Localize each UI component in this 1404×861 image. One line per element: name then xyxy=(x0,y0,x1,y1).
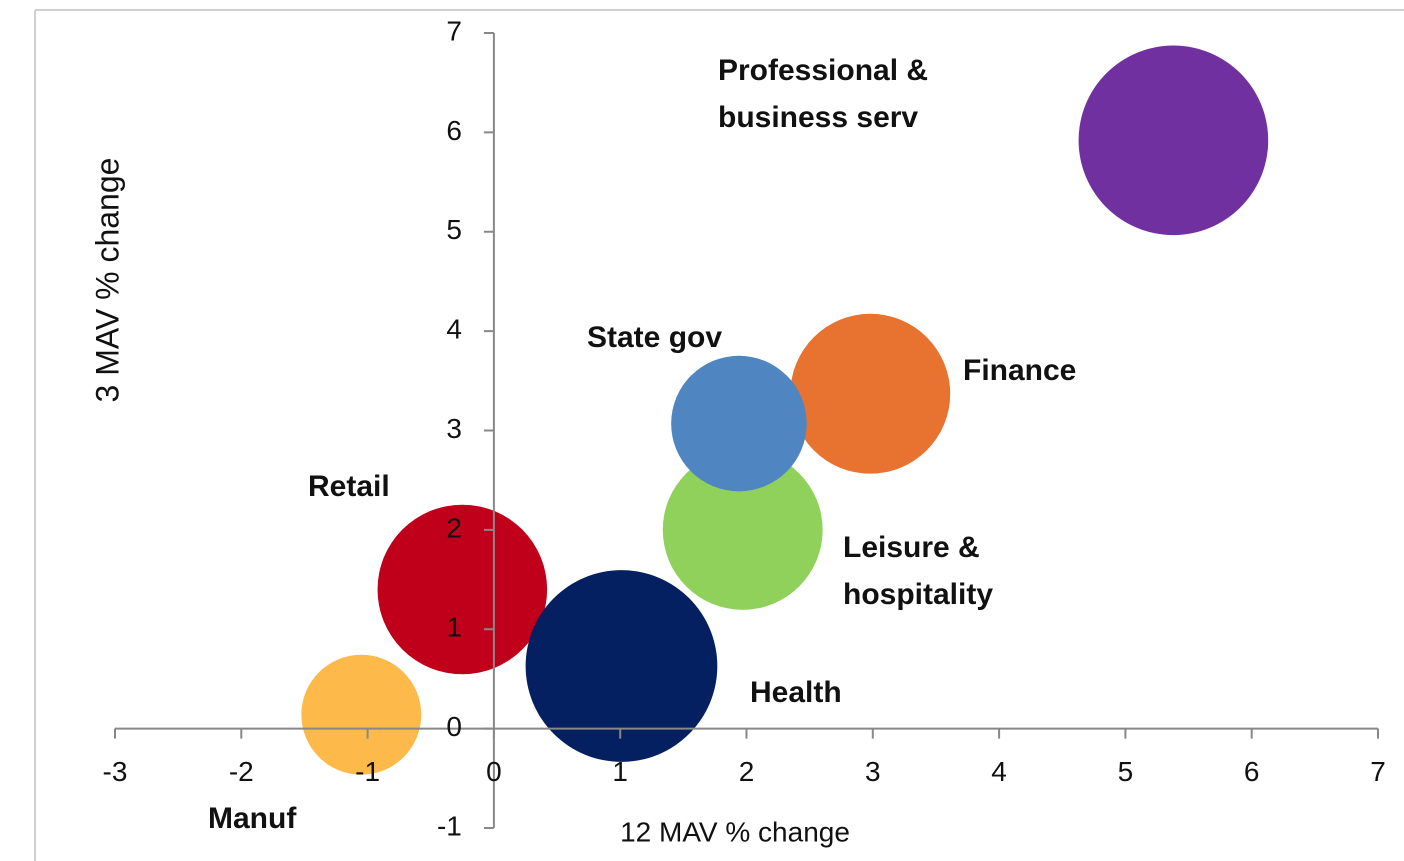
bubble-label: Professional & business serv xyxy=(718,54,929,134)
x-tick-label: 4 xyxy=(991,756,1007,787)
y-axis-title: 3 MAV % change xyxy=(89,158,125,403)
bubble xyxy=(301,654,422,775)
x-tick-label: -3 xyxy=(103,756,128,787)
y-tick-label: 2 xyxy=(446,512,462,543)
x-tick-label: 3 xyxy=(865,756,881,787)
bubble xyxy=(525,570,718,762)
y-tick-label: 6 xyxy=(446,115,462,146)
x-tick-label: 2 xyxy=(739,756,755,787)
bubble-label: Leisure & hospitality xyxy=(843,531,994,611)
bubble-label: Health xyxy=(750,676,842,709)
x-tick-label: 0 xyxy=(486,756,502,787)
y-tick-label: -1 xyxy=(437,810,462,841)
y-tick-label: 4 xyxy=(446,314,462,345)
y-tick-label: 3 xyxy=(446,413,462,444)
x-tick-label: 6 xyxy=(1244,756,1260,787)
bubble xyxy=(671,355,807,492)
bubble-label: State gov xyxy=(587,321,723,354)
y-tick-label: 0 xyxy=(446,711,462,742)
x-tick-label: 7 xyxy=(1370,756,1386,787)
bubble xyxy=(1078,45,1269,236)
x-tick-label: 1 xyxy=(612,756,628,787)
x-axis-title: 12 MAV % change xyxy=(620,816,850,847)
bubble-label: Finance xyxy=(963,354,1077,387)
x-tick-label: -1 xyxy=(355,756,380,787)
bubble-label: Retail xyxy=(308,470,390,503)
bubble-label: Manuf xyxy=(208,802,297,835)
x-tick-label: 5 xyxy=(1118,756,1134,787)
x-tick-label: -2 xyxy=(229,756,254,787)
y-tick-label: 5 xyxy=(446,214,462,245)
bubble xyxy=(662,449,823,610)
y-tick-label: 1 xyxy=(446,612,462,643)
bubble xyxy=(790,313,951,474)
y-tick-label: 7 xyxy=(446,15,462,46)
bubble xyxy=(377,504,548,675)
